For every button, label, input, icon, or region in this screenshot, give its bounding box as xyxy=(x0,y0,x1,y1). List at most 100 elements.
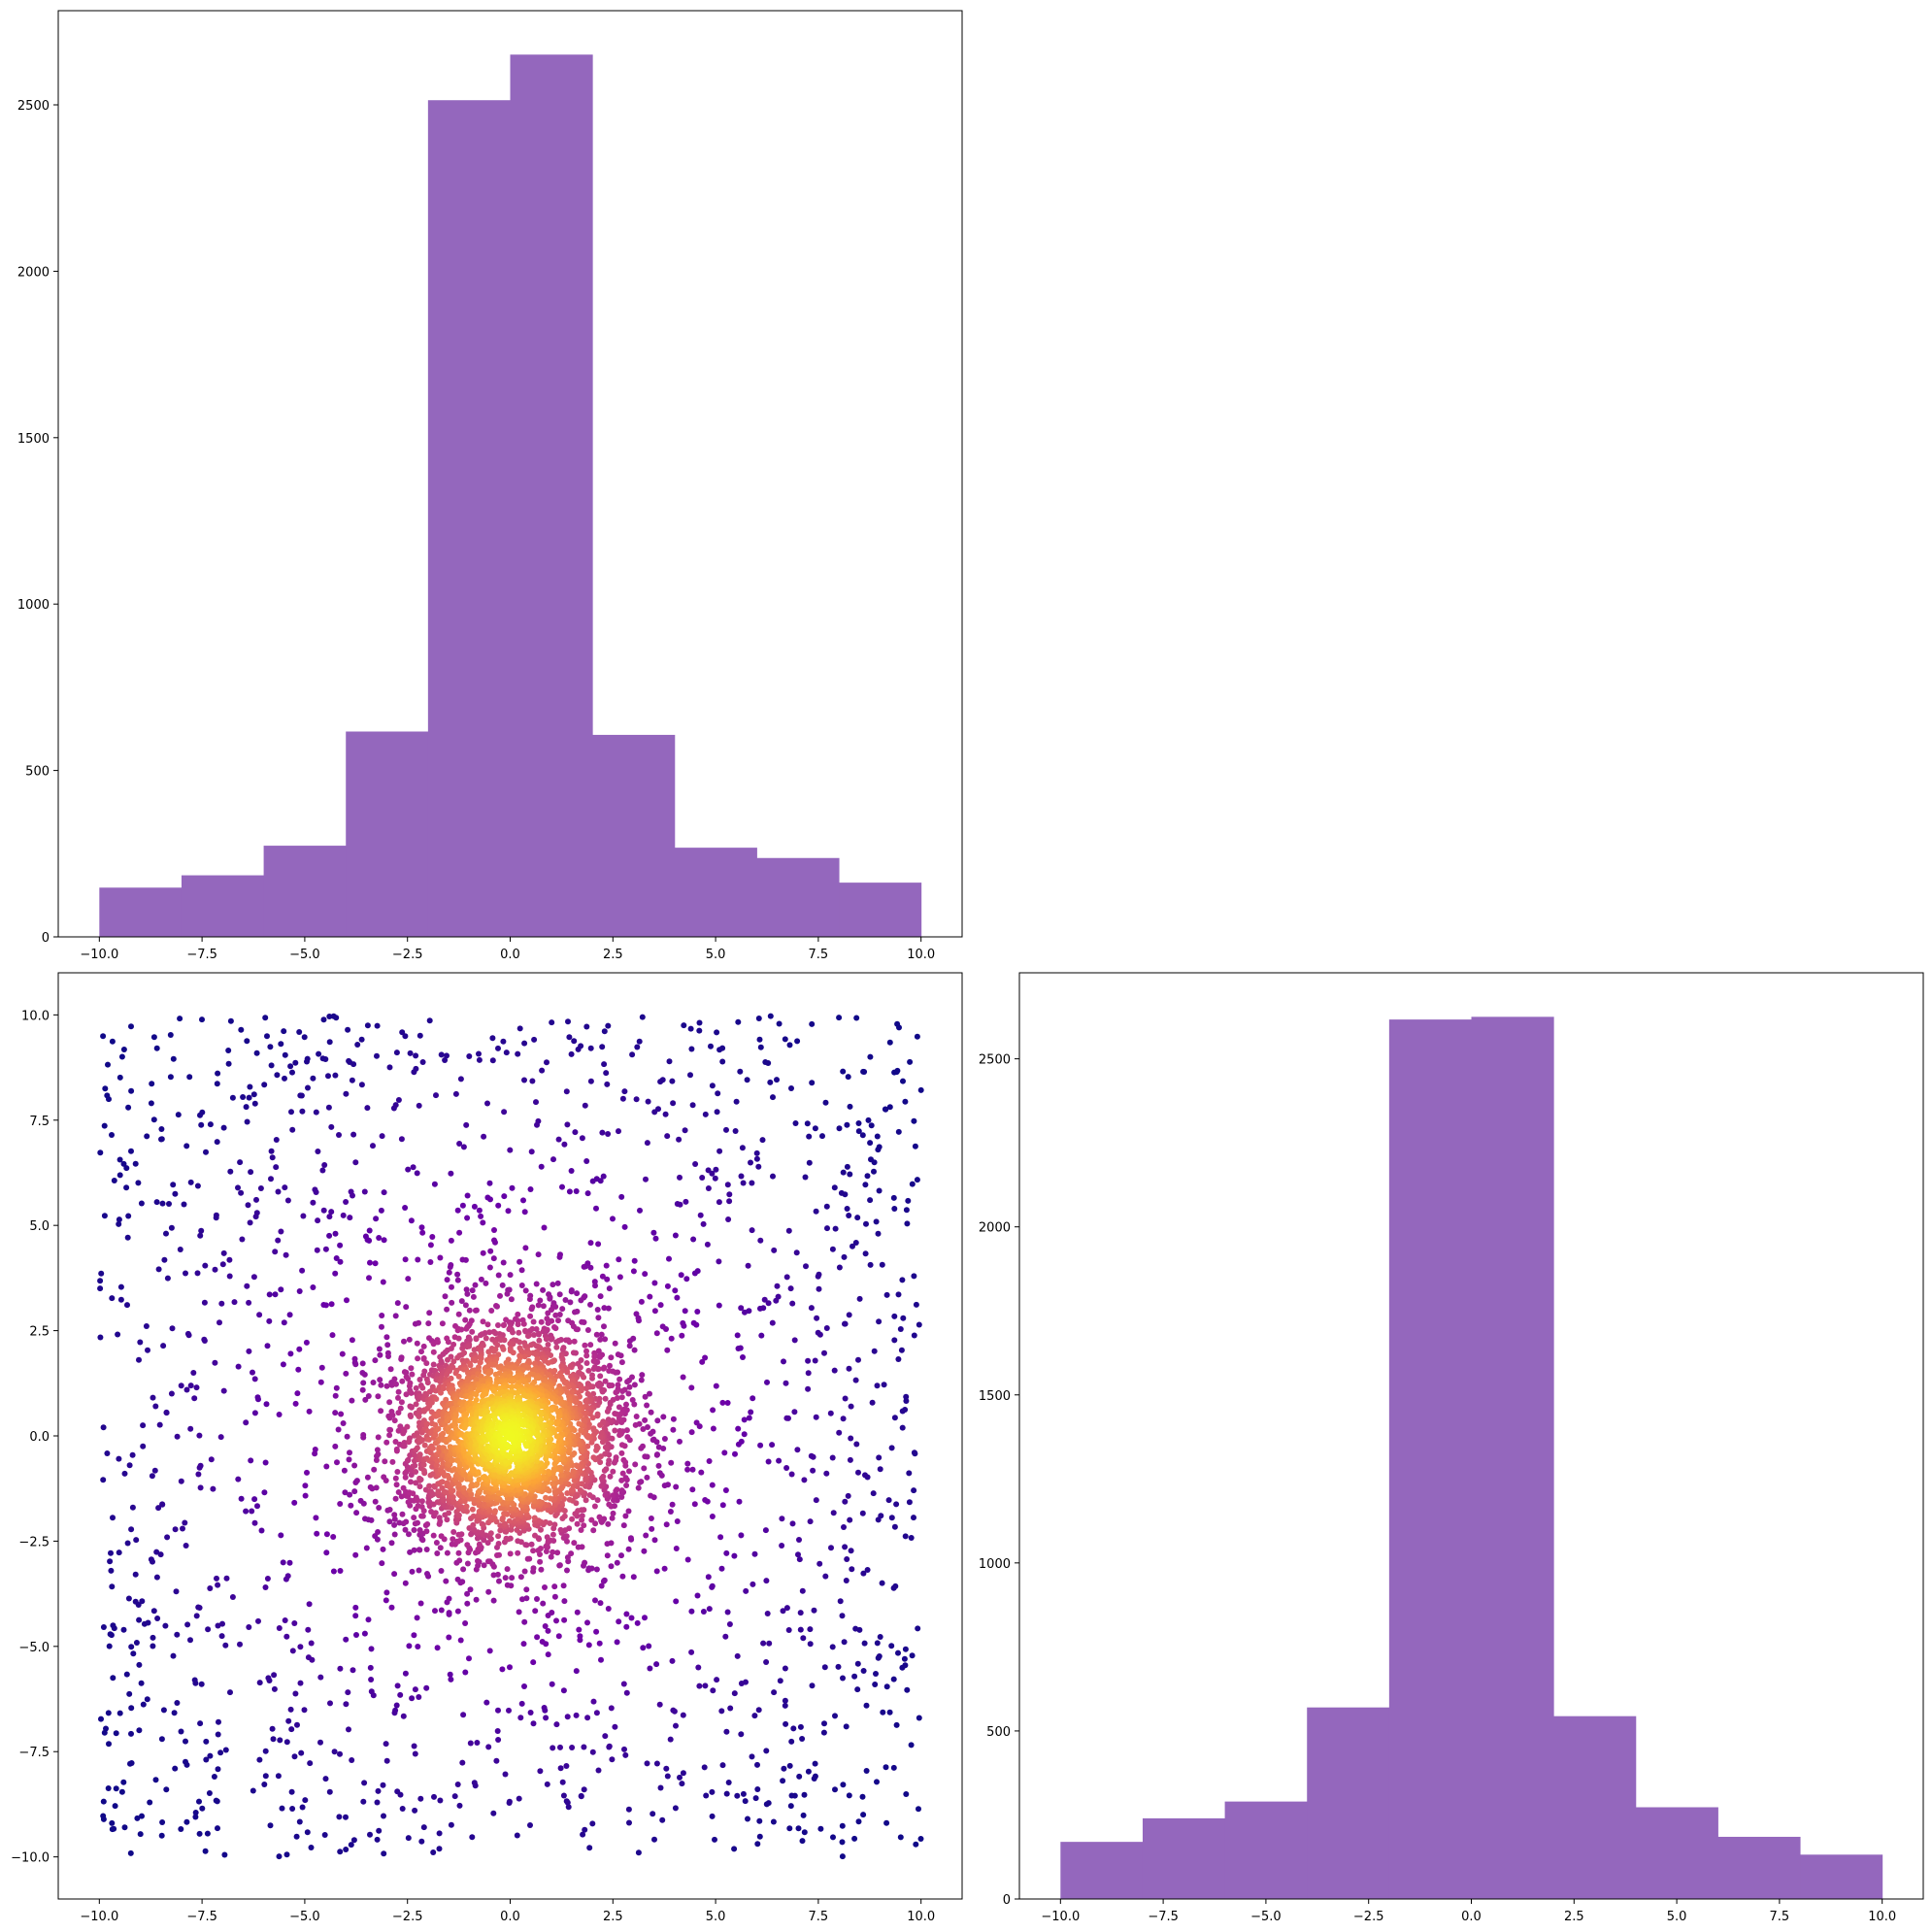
scatter-point xyxy=(368,1677,375,1682)
scatter-point xyxy=(336,1814,343,1820)
scatter-point xyxy=(587,1342,594,1349)
scatter-point xyxy=(137,1831,144,1838)
scatter-point xyxy=(702,1111,709,1117)
scatter-point xyxy=(401,1338,407,1345)
scatter-point xyxy=(883,1819,890,1826)
scatter-point xyxy=(638,1377,645,1383)
scatter-point xyxy=(530,1318,537,1325)
scatter-point xyxy=(208,1456,215,1463)
scatter-point xyxy=(268,1062,275,1069)
scatter-point xyxy=(226,1273,233,1280)
scatter-point xyxy=(904,1686,911,1693)
scatter-point xyxy=(308,1640,315,1647)
scatter-point xyxy=(676,1136,683,1143)
scatter-point xyxy=(561,1616,568,1623)
y-tick-label: 2000 xyxy=(17,265,50,280)
scatter-point xyxy=(604,1276,611,1282)
scatter-point xyxy=(763,1659,770,1665)
scatter-point xyxy=(262,1773,269,1780)
scatter-point xyxy=(307,1760,314,1767)
scatter-point xyxy=(323,1531,330,1538)
scatter-point xyxy=(313,1515,319,1521)
scatter-point xyxy=(569,1745,576,1750)
scatter-point xyxy=(401,1428,408,1434)
scatter-point xyxy=(783,1380,789,1386)
scatter-point xyxy=(561,1513,568,1519)
scatter-point xyxy=(543,1518,550,1525)
scatter-point xyxy=(800,1812,807,1818)
scatter-panel: −10.0 −7.5 −5.0 −2.5 0.0 2.5 5.0 7.5 10.0−10.0−7… xyxy=(11,972,963,1924)
scatter-point xyxy=(207,1752,214,1759)
scatter-point xyxy=(632,1421,639,1428)
scatter-point xyxy=(782,1702,788,1709)
scatter-point xyxy=(604,1541,611,1548)
scatter-point xyxy=(582,1559,588,1566)
scatter-point xyxy=(244,1118,250,1125)
scatter-point xyxy=(516,1609,522,1616)
scatter-point xyxy=(548,1336,554,1343)
scatter-point xyxy=(632,1461,639,1468)
scatter-point xyxy=(689,1466,696,1473)
scatter-point xyxy=(289,1806,296,1812)
y-tick-label: 1000 xyxy=(17,598,50,613)
scatter-point xyxy=(635,1849,642,1856)
scatter-point xyxy=(391,1376,398,1382)
scatter-point xyxy=(482,1474,487,1480)
scatter-point xyxy=(215,1582,221,1588)
scatter-point xyxy=(896,1024,902,1031)
scatter-point xyxy=(399,1806,406,1812)
scatter-point xyxy=(537,1558,544,1565)
scatter-point xyxy=(375,1434,382,1441)
scatter-point xyxy=(888,1445,895,1451)
scatter-point xyxy=(697,1212,704,1218)
scatter-point xyxy=(783,1605,790,1612)
scatter-point xyxy=(774,1077,780,1083)
scatter-point xyxy=(460,1712,467,1718)
scatter-point xyxy=(577,1633,583,1640)
scatter-point xyxy=(487,1530,494,1537)
scatter-point xyxy=(860,1668,867,1674)
scatter-point xyxy=(374,1536,381,1543)
scatter-point xyxy=(725,1216,732,1222)
scatter-point xyxy=(621,1088,628,1095)
scatter-point xyxy=(440,1469,447,1476)
scatter-point xyxy=(121,1470,128,1477)
scatter-point xyxy=(616,1256,622,1263)
scatter-point xyxy=(412,1462,418,1469)
scatter-point xyxy=(430,1349,437,1355)
scatter-point xyxy=(596,1640,603,1647)
scatter-point xyxy=(406,1531,412,1538)
scatter-point xyxy=(860,1570,867,1577)
scatter-point xyxy=(535,1251,542,1258)
scatter-point xyxy=(158,1832,165,1839)
scatter-point xyxy=(162,1622,169,1629)
scatter-point xyxy=(594,1497,601,1504)
scatter-point xyxy=(602,1395,609,1402)
scatter-point xyxy=(423,1360,430,1367)
scatter-point xyxy=(345,1026,351,1033)
scatter-point xyxy=(128,1526,135,1533)
scatter-point xyxy=(346,1456,352,1463)
scatter-point xyxy=(852,1377,859,1383)
scatter-point xyxy=(506,1798,513,1805)
scatter-point xyxy=(100,1813,107,1819)
scatter-point xyxy=(397,1691,404,1698)
scatter-point xyxy=(515,1390,520,1397)
scatter-point xyxy=(790,1725,797,1732)
scatter-point xyxy=(666,1255,672,1262)
scatter-point xyxy=(487,1196,493,1203)
scatter-point xyxy=(752,1795,759,1802)
scatter-point xyxy=(544,1781,550,1787)
scatter-point xyxy=(319,1167,326,1174)
scatter-point xyxy=(659,1816,666,1823)
scatter-point xyxy=(551,1521,558,1528)
scatter-point xyxy=(888,1515,895,1521)
scatter-point xyxy=(280,1559,286,1566)
scatter-point xyxy=(427,1259,434,1265)
scatter-point xyxy=(582,1826,588,1833)
scatter-point xyxy=(625,1508,632,1515)
scatter-point xyxy=(903,1207,910,1214)
scatter-point xyxy=(298,1749,305,1756)
scatter-point xyxy=(620,1522,627,1529)
scatter-point xyxy=(562,1527,569,1534)
